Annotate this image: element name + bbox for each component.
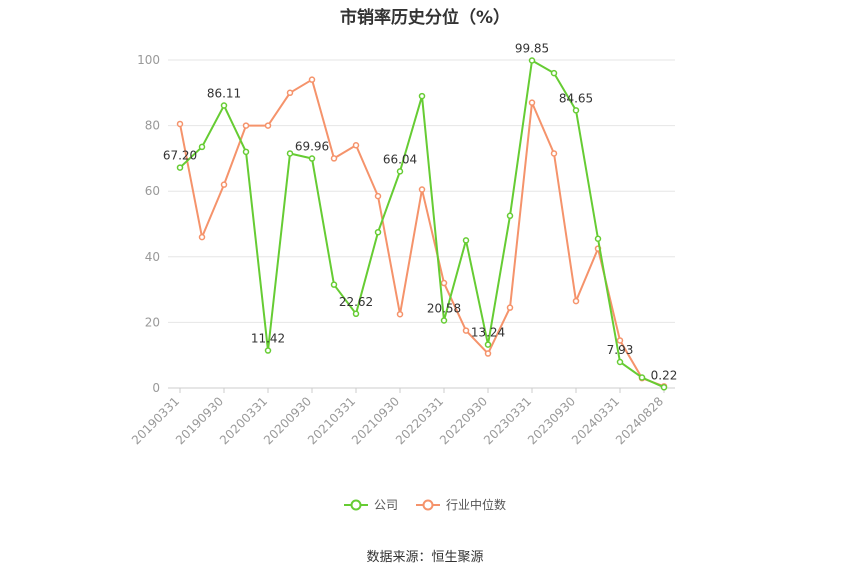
data-point-company — [286, 150, 294, 157]
legend-label-company: 公司 — [373, 498, 398, 512]
data-point-company — [220, 102, 228, 109]
data-point-company — [528, 57, 536, 64]
data-point-industry-median — [220, 181, 228, 188]
data-point-company — [396, 168, 404, 175]
data-point-industry-median — [506, 304, 514, 311]
data-label: 69.96 — [295, 140, 329, 154]
y-tick-label: 100 — [137, 53, 160, 67]
data-point-industry-median — [330, 155, 338, 162]
data-label: 86.11 — [207, 87, 241, 101]
data-point-industry-median — [462, 327, 470, 334]
data-point-industry-median — [572, 297, 580, 305]
data-label: 84.65 — [559, 91, 593, 105]
data-label: 67.20 — [163, 149, 197, 163]
data-point-industry-median — [528, 99, 536, 106]
y-tick-label: 80 — [145, 119, 160, 133]
data-point-industry-median — [264, 122, 272, 129]
data-point-company — [330, 281, 338, 288]
data-point-company — [462, 237, 470, 244]
data-point-industry-median — [418, 186, 426, 193]
data-source: 数据来源：恒生聚源 — [366, 550, 484, 565]
data-point-company — [352, 310, 360, 318]
y-tick-label: 20 — [145, 315, 160, 329]
data-label: 13.24 — [471, 326, 505, 340]
data-point-company — [242, 148, 250, 156]
data-label: 7.93 — [607, 343, 634, 357]
x-tick-label: 20240828 — [613, 394, 666, 447]
data-point-company — [594, 235, 602, 243]
data-point-industry-median — [550, 150, 558, 157]
data-label: 20.58 — [427, 301, 461, 315]
data-point-company — [638, 374, 646, 381]
data-point-company — [198, 143, 206, 151]
data-label: 0.22 — [651, 368, 678, 382]
legend-marker-industry-median — [416, 499, 440, 510]
data-point-industry-median — [440, 279, 448, 287]
data-point-industry-median — [374, 192, 382, 200]
data-point-company — [308, 155, 316, 162]
data-label: 22.62 — [339, 295, 373, 309]
legend-marker-company — [343, 499, 368, 510]
data-label: 66.04 — [383, 152, 417, 166]
data-point-company — [264, 347, 272, 354]
data-point-company — [176, 164, 184, 171]
y-tick-label: 60 — [145, 184, 160, 198]
data-point-company — [550, 69, 558, 77]
data-point-industry-median — [308, 76, 316, 83]
data-point-industry-median — [176, 120, 184, 128]
chart-legend: 公司 行业中位数 — [0, 496, 850, 513]
data-point-company — [660, 384, 668, 391]
data-label: 99.85 — [515, 41, 549, 55]
data-point-company — [374, 228, 382, 236]
data-point-company — [440, 317, 448, 324]
data-point-industry-median — [198, 233, 206, 241]
data-point-company — [484, 341, 492, 348]
legend-item-industry-median[interactable]: 行业中位数 — [416, 496, 506, 513]
legend-item-company[interactable]: 公司 — [343, 496, 398, 513]
data-label: 11.42 — [251, 332, 285, 346]
data-point-company — [616, 358, 624, 366]
data-point-industry-median — [242, 122, 250, 129]
data-point-industry-median — [286, 89, 294, 97]
data-point-industry-median — [616, 337, 624, 344]
data-point-industry-median — [396, 310, 404, 318]
data-point-industry-median — [484, 350, 492, 357]
data-point-company — [572, 107, 580, 114]
legend-label-industry-median: 行业中位数 — [446, 498, 507, 512]
data-point-company — [418, 92, 426, 100]
y-tick-label: 40 — [145, 250, 160, 264]
y-tick-label: 0 — [152, 381, 160, 395]
data-point-industry-median — [352, 142, 360, 149]
data-point-company — [506, 212, 514, 220]
chart-title: 市销率历史分位（%） — [339, 8, 511, 28]
